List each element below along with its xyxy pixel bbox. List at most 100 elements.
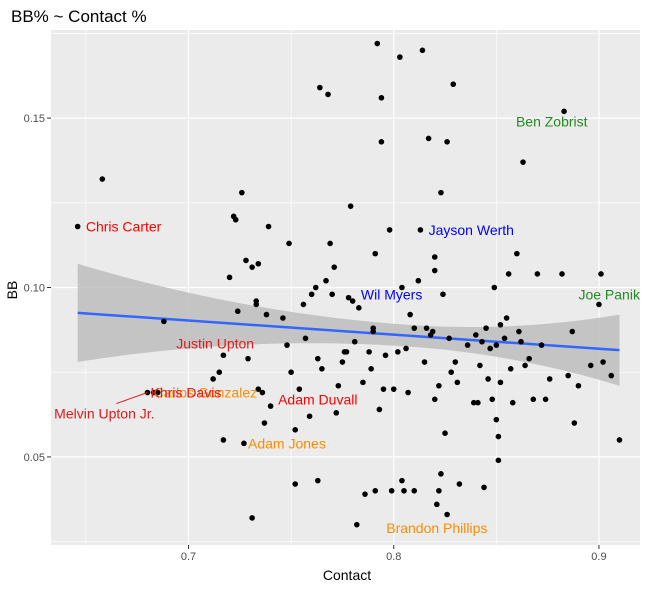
data-points: [74, 40, 623, 528]
data-point: [345, 294, 352, 301]
data-point: [438, 471, 444, 477]
data-point: [378, 94, 385, 101]
confidence-band-area: [77, 263, 620, 386]
data-point: [505, 271, 512, 277]
data-point: [220, 352, 227, 359]
y-tick-label: 0.10: [24, 283, 45, 295]
label-leader-line: [116, 392, 148, 405]
data-point: [493, 342, 500, 348]
data-point: [308, 291, 315, 298]
data-point: [333, 410, 340, 416]
data-point: [440, 291, 446, 298]
data-point: [407, 311, 413, 318]
data-point: [419, 47, 426, 54]
data-point: [386, 227, 393, 233]
player-label: Carlos Gonzalez: [154, 385, 257, 401]
data-point: [255, 260, 262, 267]
data-point: [481, 484, 487, 491]
data-point: [423, 325, 430, 331]
data-point: [530, 396, 537, 403]
data-point: [302, 335, 309, 342]
data-point: [596, 301, 602, 308]
player-label: Chris Carter: [86, 219, 162, 235]
y-tick-label: 0.15: [24, 113, 45, 125]
data-point: [559, 271, 565, 277]
data-point: [571, 420, 578, 426]
data-point: [421, 359, 428, 365]
data-point: [259, 389, 266, 396]
data-point: [495, 433, 502, 440]
data-point: [390, 386, 397, 392]
data-point: [514, 250, 520, 257]
data-point: [483, 325, 489, 331]
data-point: [296, 386, 303, 392]
data-point: [534, 271, 541, 277]
data-point: [261, 420, 268, 426]
data-point: [587, 362, 594, 369]
data-point: [456, 481, 463, 487]
data-point: [452, 359, 459, 365]
data-point: [542, 396, 549, 403]
x-tick-label: 0.9: [591, 551, 606, 563]
data-point: [485, 376, 491, 382]
data-point: [395, 349, 401, 355]
data-point: [99, 176, 106, 182]
data-point: [286, 240, 292, 247]
data-point: [431, 396, 438, 403]
data-point: [347, 203, 354, 209]
data-point: [353, 521, 360, 528]
data-point: [370, 328, 377, 335]
data-point: [216, 369, 223, 376]
player-label: Joe Panik: [578, 286, 640, 302]
data-point: [507, 366, 514, 372]
data-point: [292, 481, 299, 487]
data-point: [319, 366, 325, 372]
data-point: [479, 338, 485, 345]
data-point: [327, 240, 333, 247]
data-point: [415, 277, 422, 284]
data-point: [376, 406, 383, 413]
data-point: [288, 369, 294, 376]
data-point: [503, 315, 510, 321]
data-point: [429, 328, 436, 335]
data-point: [267, 403, 274, 409]
data-point: [360, 379, 366, 386]
y-tick-label: 0.05: [24, 452, 45, 464]
data-point: [74, 223, 81, 230]
data-point: [372, 250, 379, 257]
data-point: [497, 379, 504, 386]
data-point: [495, 457, 502, 464]
data-point: [405, 389, 411, 396]
data-point: [323, 277, 329, 284]
y-axis-title: BB: [4, 281, 20, 300]
data-point: [520, 159, 526, 165]
data-point: [372, 487, 379, 494]
player-label: Ben Zobrist: [516, 113, 588, 129]
data-point: [411, 487, 418, 494]
data-point: [403, 345, 409, 352]
data-point: [569, 328, 576, 335]
data-point: [473, 332, 479, 338]
data-point: [380, 386, 387, 392]
data-point: [263, 311, 270, 318]
data-point: [249, 264, 255, 270]
data-point: [450, 81, 457, 88]
data-point: [245, 355, 251, 362]
data-point: [292, 427, 299, 433]
data-point: [598, 271, 604, 277]
data-point: [497, 321, 504, 328]
data-point: [561, 108, 567, 115]
data-point: [509, 399, 516, 406]
x-tick-label: 0.8: [386, 551, 401, 563]
data-point: [312, 284, 319, 291]
data-point: [306, 413, 313, 420]
player-label: Melvin Upton Jr.: [54, 406, 154, 422]
x-tick-label: 0.7: [181, 551, 196, 563]
data-point: [518, 338, 524, 345]
data-point: [368, 366, 374, 372]
data-point: [470, 399, 477, 406]
data-point: [399, 477, 405, 484]
data-point: [210, 376, 216, 382]
data-point: [255, 386, 262, 392]
